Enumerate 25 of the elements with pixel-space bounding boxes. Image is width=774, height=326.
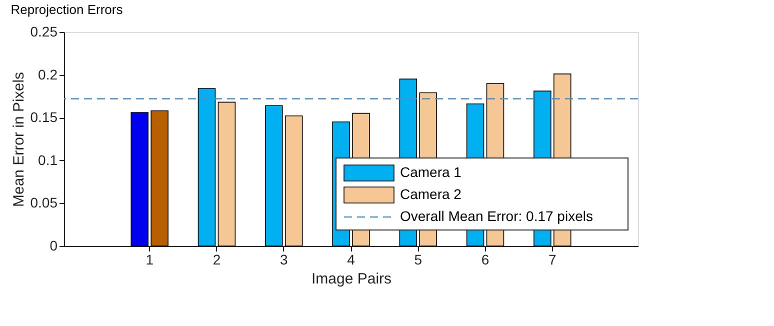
x-tick-label: 7: [548, 252, 557, 268]
y-axis-title: Mean Error in Pixels: [10, 72, 28, 208]
legend-label: Camera 1: [400, 164, 462, 180]
y-tick-label: 0.15: [30, 109, 58, 126]
x-tick-label: 4: [347, 252, 356, 268]
x-tick-label: 1: [146, 252, 154, 268]
chart-title: Reprojection Errors: [10, 2, 124, 17]
bar: [265, 105, 283, 246]
x-tick-label: 5: [414, 252, 422, 268]
bar: [198, 88, 216, 246]
x-tick-label: 2: [212, 252, 221, 268]
legend-label: Camera 2: [400, 186, 462, 202]
y-tick-label: 0.25: [30, 24, 58, 40]
y-tick-label: 0.1: [38, 152, 58, 168]
x-axis-title: Image Pairs: [311, 270, 392, 288]
bar: [218, 102, 236, 246]
y-tick-label: 0.2: [38, 66, 58, 82]
x-tick-label: 6: [481, 252, 490, 268]
x-tick-label: 3: [280, 252, 288, 268]
y-tick-label: 0: [50, 238, 58, 254]
legend-label: Overall Mean Error: 0.17 pixels: [400, 208, 593, 224]
bar: [150, 110, 168, 246]
bar: [130, 112, 148, 246]
y-tick-label: 0.05: [30, 194, 58, 211]
bar: [284, 115, 303, 246]
